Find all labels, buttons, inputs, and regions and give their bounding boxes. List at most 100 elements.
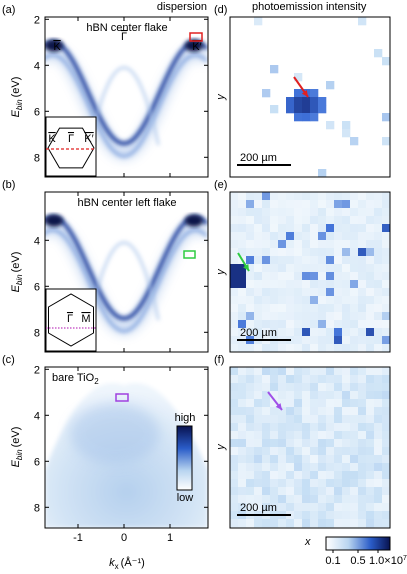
map-pixel	[374, 439, 383, 448]
map-pixel	[326, 519, 335, 528]
map-pixel	[382, 479, 391, 488]
map-pixel	[262, 216, 271, 225]
map-pixel	[342, 121, 351, 130]
map-pixel	[230, 423, 239, 432]
map-pixel	[366, 208, 375, 217]
map-pixel	[326, 391, 335, 400]
map-pixel	[326, 121, 335, 130]
map-pixel	[366, 455, 375, 464]
map-pixel	[350, 511, 359, 520]
map-pixel	[310, 455, 319, 464]
map-pixel	[318, 192, 327, 201]
map-pixel	[278, 312, 287, 321]
map-pixel	[302, 415, 311, 424]
map-pixel	[350, 383, 359, 392]
colorbar-label: high	[175, 412, 196, 424]
map-pixel	[382, 248, 391, 257]
map-pixel	[350, 399, 359, 408]
map-pixel	[358, 447, 367, 456]
map-pixel	[270, 519, 279, 528]
map-pixel	[238, 248, 247, 257]
map-pixel	[358, 240, 367, 249]
map-pixel	[326, 439, 335, 448]
panel-title: bare TiO2	[52, 372, 99, 386]
map-pixel	[294, 344, 303, 353]
map-pixel	[230, 208, 239, 217]
map-pixel	[294, 447, 303, 456]
map-pixel	[302, 503, 311, 512]
map-pixel	[278, 272, 287, 281]
panel-label: (d)	[214, 4, 227, 16]
map-pixel	[278, 519, 287, 528]
map-pixel	[262, 367, 271, 376]
map-pixel	[278, 296, 287, 305]
map-pixel	[326, 224, 335, 233]
map-pixel	[326, 479, 335, 488]
map-pixel	[318, 336, 327, 345]
map-pixel	[382, 296, 391, 305]
band-gamma	[88, 241, 160, 321]
map-pixel	[374, 336, 383, 345]
map-pixel	[286, 272, 295, 281]
map-pixel	[334, 272, 343, 281]
map-pixel	[382, 463, 391, 472]
map-pixel	[350, 248, 359, 257]
map-pixel	[246, 423, 255, 432]
map-pixel	[366, 312, 375, 321]
map-pixel	[326, 471, 335, 480]
map-pixel	[318, 280, 327, 289]
map-pixel	[270, 367, 279, 376]
map-pixel	[326, 367, 335, 376]
panel-frame	[229, 366, 391, 529]
map-pixel	[374, 447, 383, 456]
map-pixel	[246, 503, 255, 512]
map-pixel	[358, 312, 367, 321]
map-pixel	[310, 264, 319, 273]
map-pixel	[366, 328, 375, 337]
map-pixel	[326, 487, 335, 496]
map-pixel	[310, 336, 319, 345]
map-pixel	[278, 423, 287, 432]
map-pixel	[342, 503, 351, 512]
map-pixel	[294, 407, 303, 416]
map-pixel	[286, 320, 295, 329]
map-pixel	[342, 511, 351, 520]
y-axis-label-part: (eV)	[10, 77, 22, 98]
map-pixel	[230, 248, 239, 257]
map-pixel	[302, 423, 311, 432]
map-pixel	[350, 264, 359, 273]
map-pixel	[358, 192, 367, 201]
map-pixel	[382, 431, 391, 440]
map-pixel	[270, 431, 279, 440]
k-point-label: Γ	[121, 31, 127, 43]
selection-box	[115, 393, 129, 402]
map-pixel	[326, 415, 335, 424]
map-pixel	[318, 383, 327, 392]
map-pixel	[310, 415, 319, 424]
map-pixel	[254, 288, 263, 297]
map-pixel	[302, 463, 311, 472]
map-pixel	[230, 320, 239, 329]
map-pixel	[302, 296, 311, 305]
map-pixel	[310, 495, 319, 504]
map-pixel	[230, 407, 239, 416]
band-max	[45, 39, 64, 52]
map-pixel	[262, 320, 271, 329]
map-pixel	[270, 272, 279, 281]
map-pixel	[270, 447, 279, 456]
map-pixel	[238, 216, 247, 225]
panel-title: hBN center flake	[86, 22, 167, 34]
map-pixel	[294, 375, 303, 384]
map-pixel	[358, 216, 367, 225]
map-pixel	[270, 415, 279, 424]
map-pixel	[350, 391, 359, 400]
map-pixel	[318, 224, 327, 233]
map-pixel	[278, 383, 287, 392]
map-pixel	[382, 391, 391, 400]
map-pixel	[238, 455, 247, 464]
map-pixel	[382, 503, 391, 512]
map-pixel	[230, 192, 239, 201]
map-pixel	[326, 407, 335, 416]
map-pixel	[238, 200, 247, 209]
map-pixel	[358, 383, 367, 392]
